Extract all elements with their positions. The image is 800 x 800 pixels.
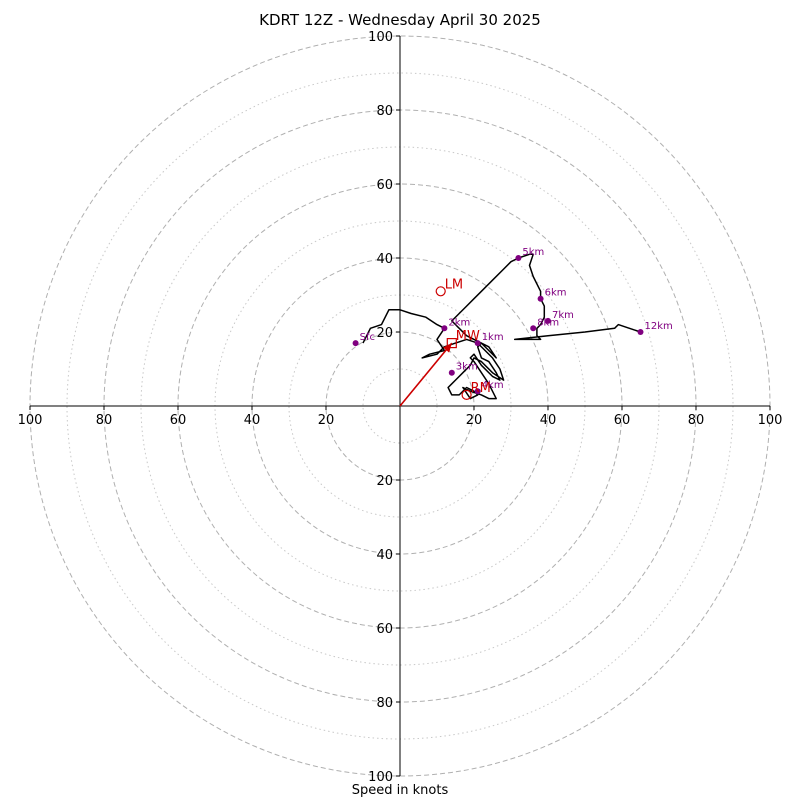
y-tick-label: 80 [376, 696, 393, 711]
x-tick-label: 100 [758, 413, 783, 428]
height-point-marker [530, 325, 537, 332]
x-axis-label: Speed in knots [351, 783, 449, 798]
storm-motion-label: LM [445, 277, 463, 292]
height-point-label: 5km [522, 247, 544, 258]
height-point-marker [474, 388, 481, 395]
storm-motion-marker [435, 286, 446, 297]
height-point-marker [515, 255, 522, 261]
height-point-label: 2km [448, 317, 470, 328]
x-tick-label: 60 [614, 413, 631, 428]
y-tick-label: 80 [376, 104, 393, 119]
height-point-marker [545, 317, 551, 324]
x-tick-label: 60 [170, 413, 187, 428]
height-point-label: 12km [645, 321, 673, 332]
storm-motion-marker [461, 389, 472, 400]
y-tick-label: 40 [376, 252, 393, 267]
x-tick-label: 100 [18, 413, 43, 428]
storm-motion-marker [446, 338, 457, 349]
height-point-marker [637, 329, 644, 335]
height-point-label: 1km [482, 332, 504, 343]
y-tick-label: 100 [368, 770, 393, 785]
y-tick-label: 20 [376, 474, 393, 489]
storm-motion-label: RM [471, 381, 491, 396]
chart-title: KDRT 12Z - Wednesday April 30 2025 [259, 11, 541, 29]
x-tick-label: 80 [96, 413, 113, 428]
height-point-label: 7km [552, 310, 574, 321]
height-point-marker [474, 340, 481, 347]
x-tick-label: 20 [466, 413, 483, 428]
mean-wind-vector [399, 342, 453, 407]
height-point-label: 3km [456, 362, 478, 373]
y-tick-label: 20 [376, 326, 393, 341]
height-point-label: Sfc [360, 332, 375, 343]
y-tick-label: 60 [376, 622, 393, 637]
y-tick-label: 60 [376, 178, 393, 193]
height-point-marker [352, 340, 359, 347]
height-point-marker [537, 295, 544, 302]
x-tick-label: 80 [688, 413, 705, 428]
height-point-label: 6km [545, 288, 567, 299]
storm-motion-label: MW [456, 329, 480, 344]
x-tick-label: 20 [318, 413, 335, 428]
height-point-label: 4km [482, 380, 504, 391]
y-tick-label: 100 [368, 30, 393, 45]
hodograph-trace [362, 253, 641, 400]
height-point-marker [441, 325, 448, 332]
x-tick-label: 40 [540, 413, 557, 428]
height-point-marker [448, 369, 455, 376]
height-point-label: 8km [537, 317, 559, 328]
y-tick-label: 40 [376, 548, 393, 563]
x-tick-label: 40 [244, 413, 261, 428]
